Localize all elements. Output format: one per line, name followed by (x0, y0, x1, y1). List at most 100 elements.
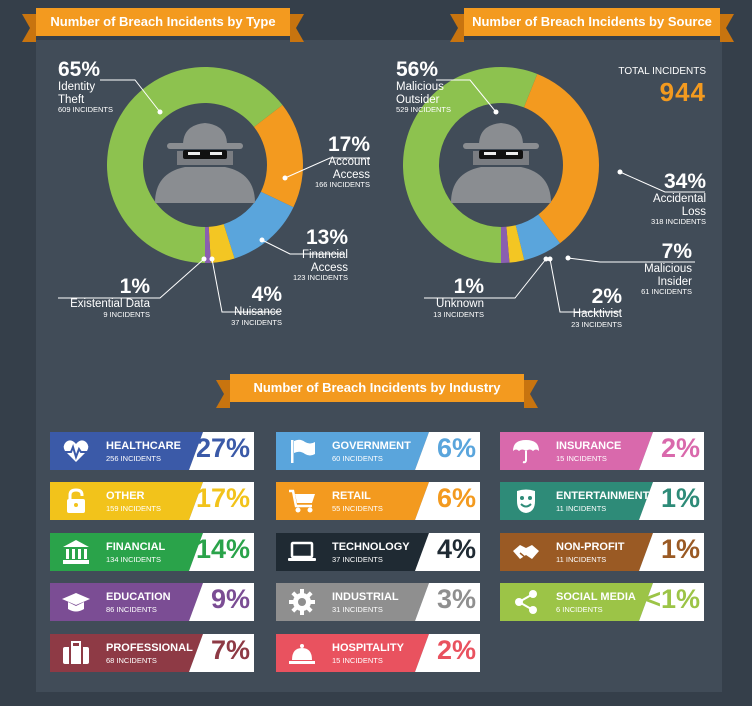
source-slice-accidental-loss (523, 73, 599, 244)
industry-incidents: 60 INCIDENTS (332, 454, 383, 463)
theater-mask-icon (517, 489, 535, 513)
slice-label: Malicious Outsider (396, 81, 444, 106)
leader-dot (157, 109, 163, 115)
leader-line (100, 79, 161, 113)
slice-label: Account Access (328, 156, 370, 181)
industry-name: GOVERNMENT (332, 440, 411, 452)
industry-incidents: 159 INCIDENTS (106, 504, 162, 513)
industry-card-other: OTHER 159 INCIDENTS 17% (50, 482, 254, 520)
type-label-identity-theft: 65% Identity Theft 609 INCIDENTS (58, 58, 118, 115)
industry-name: HEALTHCARE (106, 440, 181, 452)
industry-percent: 6% (436, 433, 476, 463)
leader-dot (565, 255, 571, 261)
industry-incidents: 31 INCIDENTS (332, 605, 383, 614)
industry-name: NON-PROFIT (556, 541, 625, 553)
slice-incidents: 609 INCIDENTS (58, 105, 114, 115)
card-background (50, 432, 254, 470)
type-slice-identity-theft (106, 66, 283, 263)
slice-incidents: 529 INCIDENTS (396, 105, 452, 115)
industry-percent: 2% (436, 635, 476, 665)
leader-line (549, 258, 620, 313)
industry-incidents: 11 INCIDENTS (556, 555, 607, 564)
total-incidents-label: TOTAL INCIDENTS (618, 66, 706, 77)
type-label-existential-data: 1% Existential Data 9 INCIDENTS (50, 275, 150, 319)
industry-percent: 2% (660, 433, 700, 463)
industry-name: INDUSTRIAL (332, 591, 399, 603)
slice-label: Financial Access (301, 249, 348, 274)
source-label-malicious-outsider: 56% Malicious Outsider 529 INCIDENTS (396, 58, 460, 115)
source-slice-malicious-insider (515, 214, 560, 261)
leader-line (58, 258, 205, 299)
source-label-hacktivist: 2% Hacktivist 23 INCIDENTS (542, 285, 622, 329)
slice-percent: 13% (305, 226, 348, 249)
card-background (50, 482, 254, 520)
industry-name: FINANCIAL (106, 541, 166, 553)
slice-percent: 34% (663, 170, 706, 193)
industry-name: OTHER (106, 490, 145, 502)
source-label-malicious-insider: 7% Malicious Insider 61 INCIDENTS (612, 240, 692, 297)
card-background (276, 533, 480, 571)
industry-percent: 27% (195, 433, 250, 463)
slice-incidents: 37 INCIDENTS (231, 317, 282, 327)
leader-dot (201, 256, 207, 262)
slice-incidents: 318 INCIDENTS (650, 217, 706, 227)
type-donut (58, 66, 370, 313)
industry-percent: 1% (660, 534, 700, 564)
industry-card-social-media: SOCIAL MEDIA 6 INCIDENTS <1% (500, 583, 704, 621)
leader-dot (259, 237, 265, 243)
card-background (276, 432, 480, 470)
slice-label: Identity Theft (58, 81, 96, 106)
slice-incidents: 13 INCIDENTS (433, 309, 484, 319)
graduation-cap-icon (62, 593, 90, 612)
slice-percent: 65% (58, 58, 101, 81)
type-slice-nuisance (208, 224, 235, 263)
card-background (500, 432, 704, 470)
leader-line (284, 157, 370, 179)
type-label-financial-access: 13% Financial Access 123 INCIDENTS (268, 226, 348, 283)
source-slice-unknown (501, 226, 510, 263)
slice-percent: 56% (396, 58, 439, 81)
slice-percent: 7% (661, 240, 692, 263)
card-background (500, 482, 704, 520)
leader-line (261, 239, 345, 255)
slice-incidents: 23 INCIDENTS (571, 319, 622, 329)
slice-label: Hacktivist (572, 308, 622, 321)
industry-percent: 3% (436, 584, 476, 614)
source-label-unknown: 1% Unknown 13 INCIDENTS (404, 275, 484, 319)
spy-icon (155, 123, 255, 203)
industry-card-retail: RETAIL 55 INCIDENTS 6% (276, 482, 480, 520)
industry-name: HOSPITALITY (332, 642, 404, 654)
industry-card-financial: FINANCIAL 134 INCIDENTS 14% (50, 533, 254, 571)
gear-icon (289, 589, 315, 615)
industry-chart-title: Number of Breach Incidents by Industry (216, 374, 538, 408)
type-label-nuisance: 4% Nuisance 37 INCIDENTS (212, 283, 282, 327)
industry-incidents: 37 INCIDENTS (332, 555, 383, 564)
handshake-icon (513, 545, 539, 559)
industry-percent: 9% (210, 584, 250, 614)
leader-dot (282, 175, 288, 181)
slice-percent: 2% (591, 285, 622, 308)
card-background (500, 533, 704, 571)
industry-card-non-profit: NON-PROFIT 11 INCIDENTS 1% (500, 533, 704, 571)
type-slice-account-access (254, 104, 303, 208)
slice-percent: 4% (251, 283, 282, 306)
industry-name: PROFESSIONAL (106, 642, 193, 654)
card-background (276, 583, 480, 621)
slice-label: Accidental Loss (652, 193, 706, 218)
industry-incidents: 6 INCIDENTS (556, 605, 603, 614)
industry-incidents: 15 INCIDENTS (332, 656, 383, 665)
slice-incidents: 166 INCIDENTS (314, 180, 370, 190)
slice-incidents: 123 INCIDENTS (292, 273, 348, 283)
service-bell-icon (289, 644, 315, 664)
industry-card-education: EDUCATION 86 INCIDENTS 9% (50, 583, 254, 621)
slice-label: Nuisance (234, 306, 282, 319)
industry-card-hospitality: HOSPITALITY 15 INCIDENTS 2% (276, 634, 480, 672)
leader-dot (209, 256, 215, 262)
industry-incidents: 68 INCIDENTS (106, 656, 157, 665)
industry-percent: 1% (660, 483, 700, 513)
industry-name: RETAIL (332, 490, 371, 502)
industry-card-industrial: INDUSTRIAL 31 INCIDENTS 3% (276, 583, 480, 621)
padlock-icon (67, 488, 85, 513)
shopping-cart-icon (289, 489, 315, 513)
